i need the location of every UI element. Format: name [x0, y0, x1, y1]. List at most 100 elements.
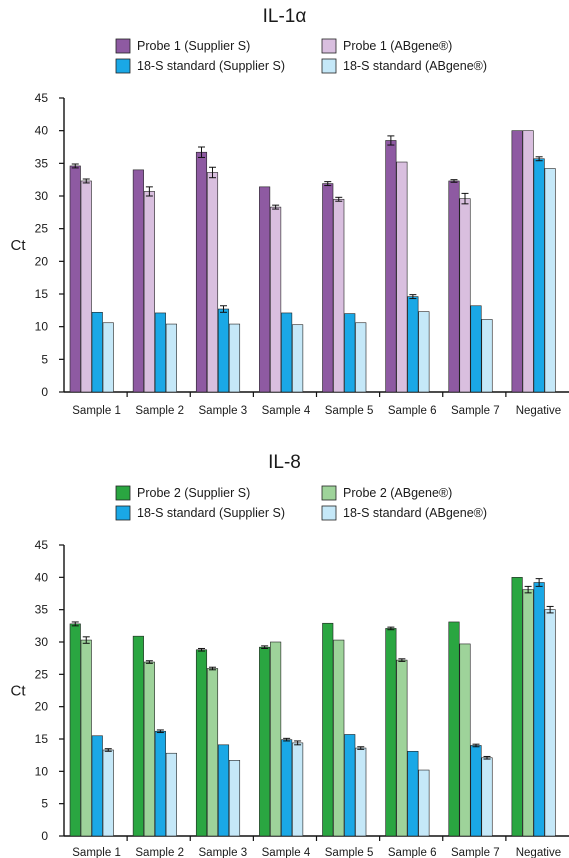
bar	[259, 646, 271, 837]
legend-swatch	[321, 485, 337, 501]
bar	[407, 750, 419, 837]
chart-2: IL-8 Probe 2 (Supplier S) Probe 2 (ABgene®…	[11, 452, 569, 858]
bar	[448, 180, 460, 393]
bar	[396, 659, 408, 837]
y-tick-label: 20	[35, 254, 49, 268]
bar	[292, 324, 304, 393]
y-tick-label: 45	[35, 538, 49, 552]
y-tick-label: 20	[35, 700, 49, 714]
y-tick-label: 10	[35, 764, 49, 778]
bar	[259, 186, 271, 393]
y-tick-label: 45	[35, 91, 49, 105]
bar	[522, 589, 534, 837]
x-tick-label: Sample 3	[199, 405, 248, 417]
y-tick-label: 30	[35, 635, 49, 649]
bar	[344, 313, 356, 393]
bar	[102, 322, 114, 393]
legend: Probe 2 (Supplier S) Probe 2 (ABgene®) 18-…	[115, 485, 487, 521]
bar	[511, 130, 523, 393]
bar	[418, 311, 430, 393]
bar	[154, 312, 166, 393]
bar	[522, 130, 534, 393]
legend-swatch	[321, 38, 337, 54]
bar	[195, 649, 208, 837]
bar	[333, 198, 345, 393]
bar	[217, 308, 230, 393]
y-tick-label: 35	[35, 603, 49, 617]
bar	[459, 643, 471, 837]
bar	[91, 735, 103, 837]
bar	[143, 661, 155, 837]
legend-label: Probe 2 (ABgene®)	[343, 486, 452, 500]
bar	[385, 628, 397, 837]
bar	[69, 623, 81, 837]
bar	[281, 739, 293, 837]
bar	[69, 165, 81, 393]
y-axis-label: Ct	[11, 237, 27, 254]
y-tick-label: 40	[35, 570, 49, 584]
chart-title: IL-8	[268, 452, 301, 473]
bar	[206, 668, 219, 837]
bar	[165, 323, 177, 393]
legend-swatch	[115, 58, 131, 74]
bar	[533, 158, 545, 393]
bar	[270, 206, 282, 393]
bar	[102, 749, 114, 837]
x-tick-label: Sample 2	[135, 405, 184, 417]
bar	[344, 734, 356, 837]
bar	[206, 172, 219, 393]
x-tick-label: Sample 6	[388, 847, 437, 858]
bar	[396, 161, 408, 393]
x-tick-label: Negative	[516, 405, 561, 417]
legend-label: 18-S standard (ABgene®)	[343, 59, 487, 73]
bar	[470, 745, 482, 837]
x-tick-label: Sample 3	[199, 847, 248, 858]
bar	[143, 191, 155, 393]
legend-label: Probe 1 (Supplier S)	[137, 39, 250, 53]
y-tick-label: 15	[35, 287, 49, 301]
x-tick-label: Sample 2	[135, 847, 184, 858]
bar	[333, 639, 345, 837]
bar	[80, 639, 92, 837]
bar	[418, 769, 430, 837]
bar	[228, 323, 241, 393]
bar	[165, 752, 177, 837]
y-tick-label: 5	[41, 352, 48, 366]
legend-swatch	[115, 505, 131, 521]
y-tick-label: 15	[35, 732, 49, 746]
bar	[544, 609, 556, 837]
bar	[407, 296, 419, 393]
bar	[132, 635, 144, 837]
x-tick-label: Sample 5	[325, 847, 374, 858]
y-tick-label: 40	[35, 124, 49, 138]
chart-1: IL-1α Probe 1 (Supplier S) Probe 1 (ABgene…	[11, 6, 569, 417]
bar	[132, 169, 144, 393]
bar	[544, 168, 556, 393]
x-tick-label: Negative	[516, 847, 561, 858]
x-tick-label: Sample 7	[451, 405, 500, 417]
x-tick-label: Sample 4	[262, 405, 311, 417]
y-tick-label: 0	[41, 385, 48, 399]
y-tick-label: 35	[35, 156, 49, 170]
x-tick-label: Sample 6	[388, 405, 437, 417]
y-tick-label: 25	[35, 667, 49, 681]
bar	[281, 312, 293, 393]
bar	[322, 622, 334, 837]
bar	[270, 641, 282, 837]
legend-swatch	[321, 58, 337, 74]
bar	[355, 322, 367, 393]
bar	[511, 577, 523, 837]
bar	[91, 311, 103, 393]
y-tick-label: 25	[35, 222, 49, 236]
y-tick-label: 30	[35, 189, 49, 203]
bar	[80, 180, 92, 393]
y-tick-label: 10	[35, 320, 49, 334]
bar	[470, 305, 482, 393]
bar	[481, 757, 493, 837]
bar	[448, 621, 460, 837]
legend-label: Probe 2 (Supplier S)	[137, 486, 250, 500]
legend-swatch	[115, 38, 131, 54]
bar	[292, 742, 304, 837]
legend-label: 18-S standard (ABgene®)	[343, 506, 487, 520]
